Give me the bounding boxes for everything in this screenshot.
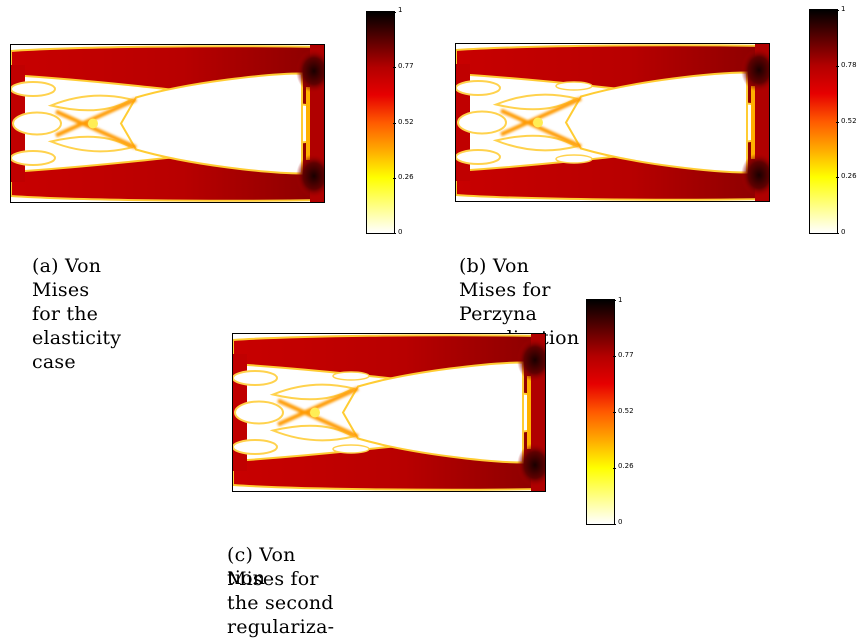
colorbar-tick: 1	[841, 5, 846, 13]
colorbar-tickmark	[836, 177, 839, 179]
stress-hotspot	[741, 48, 769, 92]
stress-plot-c	[232, 333, 546, 492]
figure-caption-c-line1: (c) Von Mises for the second regulariza-	[227, 544, 335, 638]
colorbar-tickmark	[836, 65, 839, 67]
diagonal-strut	[277, 386, 359, 439]
hole	[492, 134, 579, 152]
beam-stress-field	[456, 44, 769, 201]
right-vertical-bar	[306, 87, 311, 160]
colorbar-tick: 0	[841, 228, 846, 236]
colorbar-tickmark	[393, 67, 396, 69]
colorbar-tickmark	[613, 468, 616, 469]
colorbar-tick: 0.77	[398, 62, 414, 70]
hole	[11, 81, 56, 97]
colorbar-tick: 0.26	[618, 462, 634, 470]
stress-hotspot	[517, 338, 545, 382]
figure-caption-a: (a) Von Mises for the elasticity case	[32, 255, 122, 373]
colorbar-tick: 1	[398, 6, 403, 14]
colorbar-tick: 0.52	[841, 117, 857, 125]
stress-hotspot	[296, 154, 324, 198]
colorbar-tick: 0	[398, 228, 403, 236]
hole	[234, 400, 284, 425]
stress-hotspot	[517, 443, 545, 487]
hole	[269, 424, 356, 442]
colorbar-tickmark	[393, 177, 396, 179]
colorbar-tick: 0	[618, 518, 623, 526]
hole	[233, 439, 278, 455]
colorbar-tickmark	[836, 233, 839, 234]
colorbar-c	[586, 299, 616, 525]
colorbar-tickmark	[393, 12, 396, 13]
colorbar-tickmark	[836, 10, 839, 11]
beam-stress-field	[233, 334, 545, 491]
right-vertical-bar	[527, 376, 532, 449]
colorbar-tickmark	[393, 233, 396, 234]
hole	[332, 371, 370, 381]
hole	[233, 370, 278, 386]
figure-caption-c-line2: tion	[227, 567, 266, 589]
diagonal-strut	[500, 96, 582, 149]
right-vertical-bar	[751, 86, 756, 159]
colorbar-tick: 1	[618, 296, 623, 304]
colorbar-tick: 0.26	[841, 172, 857, 180]
colorbar-tickmark	[613, 524, 616, 525]
stress-hotspot	[296, 49, 324, 93]
hole	[332, 444, 370, 454]
diagonal-strut	[55, 97, 137, 150]
strut-joint	[310, 407, 320, 418]
colorbar-tickmark	[613, 300, 616, 301]
colorbar-tick: 0.52	[398, 118, 414, 126]
colorbar-tick: 0.77	[618, 351, 634, 359]
stress-hotspot	[741, 153, 769, 197]
central-void	[119, 72, 303, 175]
hole	[47, 135, 134, 153]
hole	[456, 149, 501, 165]
hole	[492, 93, 579, 111]
hole	[457, 110, 507, 135]
stress-plot-b	[455, 43, 770, 202]
central-void	[564, 71, 748, 174]
colorbar-tick: 0.78	[841, 61, 857, 69]
colorbar-tickmark	[613, 412, 616, 413]
hole	[555, 81, 593, 91]
colorbar-tick: 0.26	[398, 173, 414, 181]
beam-stress-field	[11, 45, 324, 202]
strut-joint	[533, 117, 543, 128]
colorbar-tickmark	[393, 122, 396, 124]
central-void	[341, 361, 524, 464]
stress-plot-a	[10, 44, 325, 203]
colorbar-tickmark	[836, 121, 839, 123]
hole	[12, 111, 62, 136]
colorbar-a	[366, 11, 396, 234]
hole	[456, 80, 501, 96]
colorbar-b	[809, 9, 839, 234]
hole	[47, 94, 134, 112]
colorbar-tick: 0.52	[618, 407, 634, 415]
hole	[555, 154, 593, 164]
hole	[269, 383, 356, 401]
hole	[11, 150, 56, 166]
strut-joint	[88, 118, 98, 129]
colorbar-tickmark	[613, 356, 616, 357]
